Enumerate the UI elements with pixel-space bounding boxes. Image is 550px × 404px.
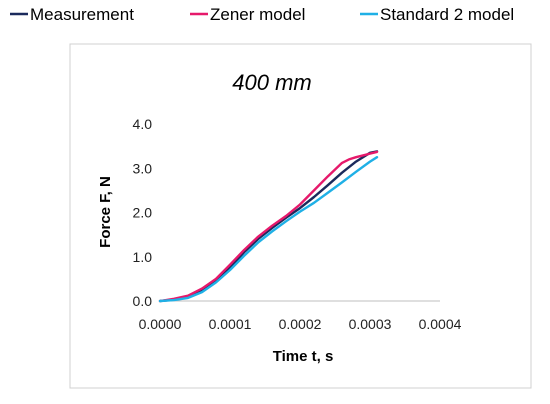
y-tick-label: 1.0 — [133, 249, 153, 265]
chart-title: 400 mm — [232, 70, 311, 95]
series-lines — [158, 150, 379, 303]
y-tick-label: 3.0 — [133, 160, 153, 176]
x-axis-ticks: 0.0000 0.0001 0.0002 0.0003 0.0004 — [139, 316, 462, 332]
legend-label: Standard 2 model — [380, 5, 514, 24]
chart-area-frame — [69, 43, 532, 389]
y-axis-ticks: 0.0 1.0 2.0 3.0 4.0 — [133, 116, 153, 309]
x-tick-label: 0.0001 — [209, 316, 252, 332]
series-line-3 — [158, 156, 379, 303]
legend-label: Zener model — [210, 5, 305, 24]
y-tick-label: 2.0 — [133, 205, 153, 221]
y-axis-label: Force F, N — [97, 176, 114, 248]
y-tick-label: 4.0 — [133, 116, 153, 132]
legend: Measurement Zener model Standard 2 model — [10, 5, 514, 24]
x-tick-label: 0.0000 — [139, 316, 182, 332]
y-tick-label: 0.0 — [133, 293, 153, 309]
x-tick-label: 0.0002 — [279, 316, 322, 332]
x-tick-label: 0.0004 — [419, 316, 462, 332]
x-tick-label: 0.0003 — [349, 316, 392, 332]
x-axis-label: Time t, s — [273, 348, 334, 365]
series-line-2 — [158, 150, 379, 303]
legend-label: Measurement — [30, 5, 134, 24]
